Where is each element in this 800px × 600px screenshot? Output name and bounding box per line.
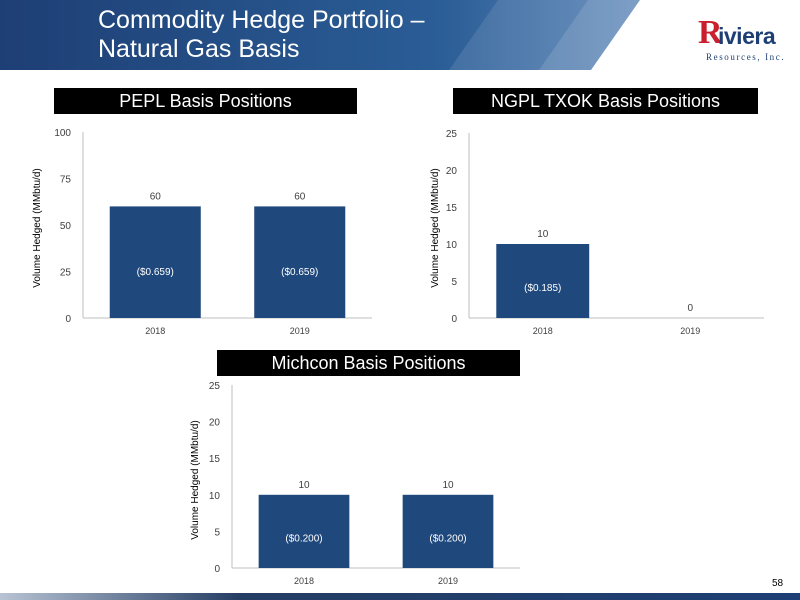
y-tick-label: 10 xyxy=(446,240,458,251)
y-tick-label: 5 xyxy=(451,277,457,288)
y-tick-label: 0 xyxy=(214,564,220,575)
y-tick-label: 50 xyxy=(60,221,72,232)
y-tick-label: 20 xyxy=(446,166,458,177)
x-tick-label: 2019 xyxy=(290,326,310,336)
bar xyxy=(496,244,590,318)
y-tick-label: 25 xyxy=(60,268,72,279)
data-label: 60 xyxy=(294,191,306,202)
x-tick-label: 2018 xyxy=(145,326,165,336)
chart-pepl: 0 25 50 75 100 Volume Hedged (MMbtu/d) 60 ($0.6… xyxy=(32,128,372,336)
y-tick-label: 5 xyxy=(214,527,220,538)
y-tick-label: 10 xyxy=(209,491,221,502)
y-axis-label: Volume Hedged (MMbtu/d) xyxy=(430,168,441,288)
data-label: 10 xyxy=(442,480,454,491)
y-tick-label: 75 xyxy=(60,175,72,186)
chart-ngpl-txok: 0 5 10 15 20 25 Volume Hedged (MMbtu/d) 10 ($0.1… xyxy=(430,129,764,336)
chart-title-ngpl-txok: NGPL TXOK Basis Positions xyxy=(453,88,758,114)
page-number: 58 xyxy=(772,578,784,589)
y-tick-label: 0 xyxy=(65,314,71,325)
price-label: ($0.185) xyxy=(524,283,561,294)
price-label: ($0.659) xyxy=(281,267,318,278)
price-label: ($0.200) xyxy=(429,533,466,544)
logo-subtitle: Resources, Inc. xyxy=(706,52,786,62)
logo-name: iviera xyxy=(718,23,776,49)
x-tick-label: 2019 xyxy=(438,576,458,586)
chart-title-michcon: Michcon Basis Positions xyxy=(217,350,520,376)
y-tick-label: 15 xyxy=(446,203,458,214)
y-axis-label: Volume Hedged (MMbtu/d) xyxy=(190,420,201,540)
x-tick-label: 2018 xyxy=(533,326,553,336)
y-axis-label: Volume Hedged (MMbtu/d) xyxy=(32,168,43,288)
footer-bar xyxy=(0,593,800,600)
bar xyxy=(258,494,350,568)
bar xyxy=(254,206,346,318)
bar xyxy=(402,494,494,568)
data-label: 0 xyxy=(687,303,693,314)
chart-michcon: 0 5 10 15 20 25 Volume Hedged (MMbtu/d) 10 ($0.2… xyxy=(190,381,520,586)
page-title-line-2: Natural Gas Basis xyxy=(98,35,300,63)
y-tick-label: 20 xyxy=(209,418,221,429)
y-tick-label: 25 xyxy=(446,129,458,140)
company-logo: R iviera Resources, Inc. xyxy=(696,14,796,64)
chart-title-pepl: PEPL Basis Positions xyxy=(54,88,357,114)
x-tick-label: 2018 xyxy=(294,576,314,586)
x-tick-label: 2019 xyxy=(680,326,700,336)
price-label: ($0.659) xyxy=(137,267,174,278)
page-title-line-1: Commodity Hedge Portfolio – xyxy=(98,6,425,34)
header-banner: Commodity Hedge Portfolio – Natural Gas … xyxy=(0,0,800,70)
data-label: 60 xyxy=(150,191,162,202)
page-title: Commodity Hedge Portfolio – Natural Gas … xyxy=(98,6,425,64)
y-tick-label: 25 xyxy=(209,381,221,392)
price-label: ($0.200) xyxy=(285,533,322,544)
y-tick-label: 100 xyxy=(54,128,71,139)
bar xyxy=(109,206,201,318)
logo-initial: R xyxy=(698,14,723,51)
data-label: 10 xyxy=(298,480,310,491)
y-tick-label: 0 xyxy=(451,314,457,325)
y-tick-label: 15 xyxy=(209,454,221,465)
data-label: 10 xyxy=(537,229,549,240)
